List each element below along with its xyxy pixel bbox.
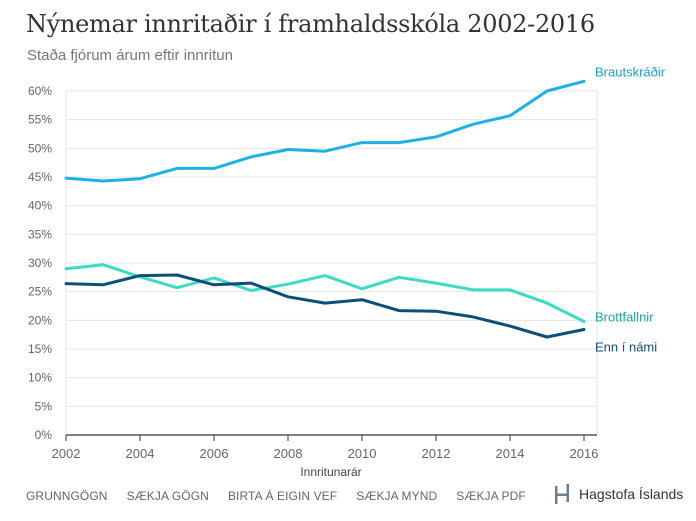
series-label-0: Brautskráðir <box>595 64 666 79</box>
x-axis-title: Innritunarár <box>300 465 361 479</box>
embed-link[interactable]: BIRTA Á EIGIN VEF <box>227 489 338 503</box>
y-tick-label: 55% <box>28 113 52 127</box>
x-tick-label: 2004 <box>126 446 155 461</box>
x-tick-label: 2006 <box>200 446 229 461</box>
y-tick-label: 5% <box>35 399 53 413</box>
x-tick-label: 2014 <box>496 446 525 461</box>
series-line-2 <box>64 273 586 339</box>
y-tick-label: 20% <box>28 313 52 327</box>
y-tick-label: 45% <box>28 170 52 184</box>
y-tick-label: 0% <box>35 428 53 442</box>
y-tick-label: 30% <box>28 256 52 270</box>
x-tick-label: 2002 <box>52 446 81 461</box>
x-tick-label: 2010 <box>348 446 377 461</box>
x-tick-label: 2012 <box>422 446 451 461</box>
series-label-2: Enn í námi <box>595 340 657 355</box>
brand-name: Hagstofa Íslands <box>579 486 684 502</box>
y-tick-label: 60% <box>28 84 52 98</box>
y-tick-label: 50% <box>28 141 52 155</box>
brand: Hagstofa Íslands <box>553 482 683 506</box>
download-pdf-link[interactable]: SÆKJA PDF <box>456 489 526 503</box>
download-image-link[interactable]: SÆKJA MYND <box>356 489 438 503</box>
page-subtitle: Staða fjórum árum eftir innritun <box>27 47 233 64</box>
y-tick-label: 15% <box>28 342 52 356</box>
series-line-1 <box>64 263 586 323</box>
series-line-0 <box>64 79 586 183</box>
y-tick-label: 25% <box>28 285 52 299</box>
x-tick-label: 2016 <box>570 446 599 461</box>
y-tick-label: 40% <box>28 199 52 213</box>
download-data-link[interactable]: SÆKJA GÖGN <box>126 489 209 503</box>
grunngogn-link[interactable]: GRUNNGÖGN <box>26 489 108 503</box>
series-label-1: Brottfallnir <box>595 309 654 324</box>
y-tick-label: 35% <box>28 227 52 241</box>
hagstofa-logo-icon <box>555 484 569 504</box>
x-tick-label: 2008 <box>274 446 303 461</box>
footer-links: GRUNNGÖGN SÆKJA GÖGN BIRTA Á EIGIN VEF S… <box>26 489 526 503</box>
y-tick-label: 10% <box>28 371 52 385</box>
page-title: Nýnemar innritaðir í framhaldsskóla 2002… <box>26 10 595 38</box>
